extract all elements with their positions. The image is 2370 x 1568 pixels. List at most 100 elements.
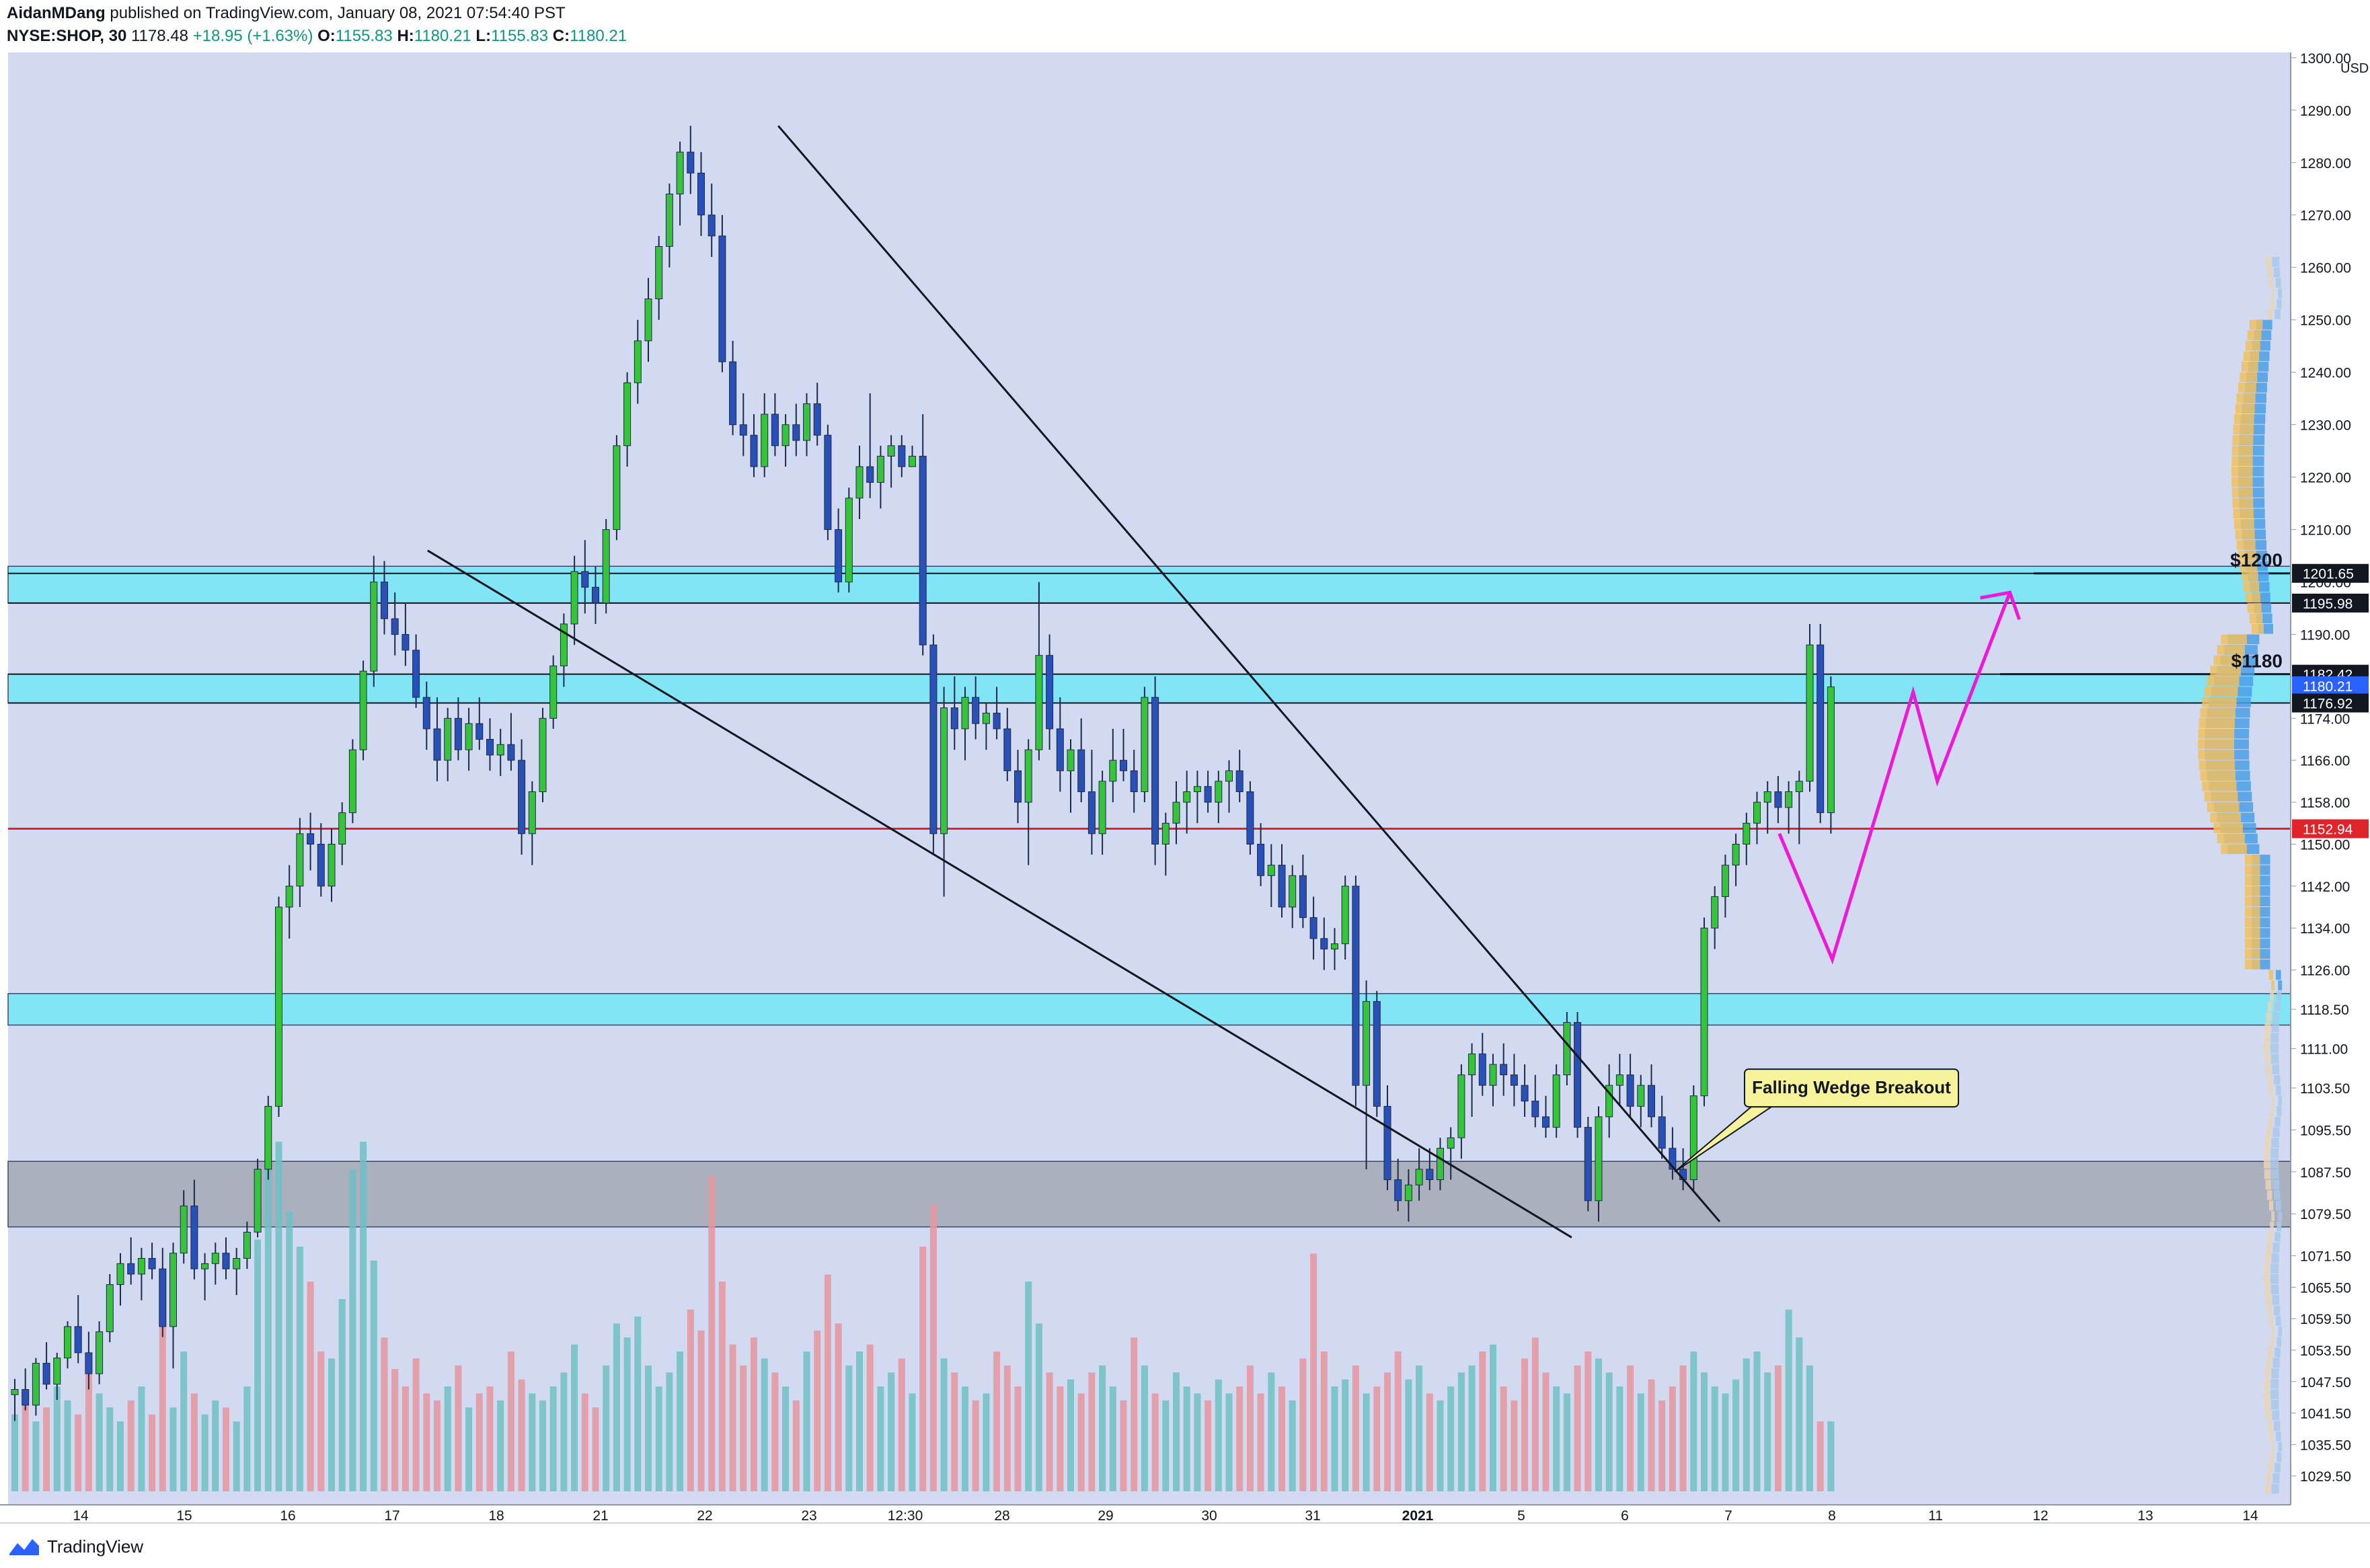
profile-bar-orange: [2270, 1337, 2275, 1347]
candle-body: [1521, 1085, 1529, 1102]
time-tick-label: 2021: [1402, 1508, 1434, 1522]
candle-body: [876, 455, 884, 483]
price-marker: [2292, 593, 2369, 613]
time-tick-label: 31: [1305, 1508, 1320, 1522]
profile-bar-blue: [2272, 257, 2280, 267]
volume-bar: [381, 1337, 388, 1491]
profile-bar-orange: [2249, 319, 2263, 330]
candle-body: [560, 623, 568, 666]
candle-body: [42, 1362, 50, 1385]
profile-bar-orange: [2221, 634, 2247, 645]
price-chart[interactable]: $1200 $1180 Falling Wedge Breakout 1300.00…: [0, 52, 2370, 1522]
volume-profile: [2198, 257, 2283, 1494]
time-tick-label: 15: [176, 1508, 192, 1522]
profile-bar-orange: [2264, 1273, 2270, 1284]
profile-bar-orange: [2213, 655, 2243, 666]
profile-bar-blue: [2277, 1221, 2282, 1232]
candle-body: [1204, 786, 1212, 803]
close-value: 1180.21: [570, 27, 627, 45]
time-tick-label: 30: [1201, 1508, 1217, 1522]
volume-bar: [761, 1358, 768, 1491]
projection-arrowhead: [1980, 590, 2021, 621]
profile-bar-orange: [2245, 938, 2260, 949]
candle-body: [264, 1105, 272, 1170]
volume-bar: [1257, 1393, 1264, 1491]
candle-body: [961, 697, 969, 730]
profile-bar-blue: [2275, 1200, 2281, 1211]
author-name[interactable]: AidanMDang: [7, 4, 106, 22]
price-tick-label: 1134.00: [2300, 921, 2350, 937]
candle-body: [254, 1169, 262, 1233]
candle-body: [1700, 927, 1708, 1097]
volume-bar: [106, 1407, 114, 1491]
candle-body: [539, 717, 547, 792]
volume-bar: [951, 1372, 958, 1491]
candle-body: [359, 670, 367, 750]
price-tick-label: 1087.50: [2300, 1165, 2351, 1181]
profile-bar-blue: [2275, 1431, 2281, 1442]
candle-body: [1215, 781, 1223, 803]
volume-bar: [1057, 1386, 1064, 1491]
price-tick-label: 1220.00: [2300, 471, 2351, 486]
candle-body: [1331, 943, 1338, 949]
profile-bar-orange: [2271, 1326, 2275, 1337]
volume-bar: [1500, 1386, 1507, 1491]
profile-bar-orange: [2233, 424, 2254, 435]
candle-body: [781, 424, 790, 446]
volume-bar: [835, 1323, 842, 1491]
price-tick-label: 1158.00: [2300, 795, 2350, 811]
volume-bar: [32, 1421, 40, 1491]
candle-body: [813, 403, 821, 436]
profile-bar-orange: [2235, 403, 2255, 414]
candle-body: [1109, 760, 1117, 782]
candle-body: [1753, 801, 1761, 824]
profile-bar-blue: [2271, 1022, 2279, 1033]
volume-bar: [1205, 1400, 1212, 1491]
candle-body: [1161, 822, 1170, 845]
profile-bar-orange: [2207, 676, 2240, 687]
candle-body: [1341, 886, 1349, 945]
chart-frame[interactable]: $1200 $1180 Falling Wedge Breakout 1300.00…: [0, 52, 2370, 1522]
level-label: $1200: [2230, 550, 2283, 571]
candle-body: [243, 1232, 251, 1259]
volume-bar: [972, 1400, 979, 1491]
candle-body: [1478, 1053, 1486, 1086]
candle-body: [11, 1388, 19, 1395]
profile-bar-orange: [2271, 1211, 2275, 1221]
time-tick-label: 17: [384, 1508, 399, 1522]
symbol-name[interactable]: NYSE:SHOP, 30: [7, 27, 127, 45]
profile-bar-orange: [2217, 645, 2245, 655]
volume-bar: [201, 1414, 208, 1491]
profile-bar-orange: [2210, 666, 2242, 676]
candle-body: [391, 618, 399, 635]
volume-bar: [1025, 1282, 1032, 1491]
candle-body: [1056, 728, 1064, 771]
profile-bar-orange: [2265, 1295, 2272, 1305]
candle-body: [433, 728, 441, 761]
profile-bar-blue: [2270, 1169, 2279, 1179]
profile-bar-blue: [2272, 1012, 2280, 1022]
profile-bar-orange: [2266, 1305, 2272, 1316]
open-value: 1155.83: [335, 27, 393, 45]
volume-bar: [412, 1358, 420, 1491]
tradingview-logo[interactable]: TradingView: [8, 1534, 143, 1559]
volume-bar: [983, 1393, 990, 1491]
chart-header: AidanMDang published on TradingView.com,…: [0, 0, 2370, 52]
profile-bar-blue: [2271, 1253, 2279, 1263]
wedge-trendline: [427, 549, 1572, 1239]
candle-body: [665, 194, 673, 247]
price-zone: [7, 565, 2291, 604]
profile-bar-blue: [2270, 1043, 2279, 1054]
volume-bar: [243, 1386, 251, 1491]
candle-body: [1067, 749, 1075, 771]
volume-bar: [877, 1386, 884, 1491]
volume-bar: [1468, 1365, 1476, 1491]
candle-body: [1373, 1001, 1381, 1107]
volume-bar: [1120, 1400, 1127, 1491]
price-tick-label: 1071.50: [2300, 1249, 2351, 1265]
profile-bar-orange: [2243, 582, 2260, 592]
profile-bar-blue: [2273, 267, 2281, 278]
price-marker-label: 1152.94: [2303, 822, 2353, 838]
candle-body: [1267, 865, 1275, 876]
time-tick-label: 18: [488, 1508, 504, 1522]
